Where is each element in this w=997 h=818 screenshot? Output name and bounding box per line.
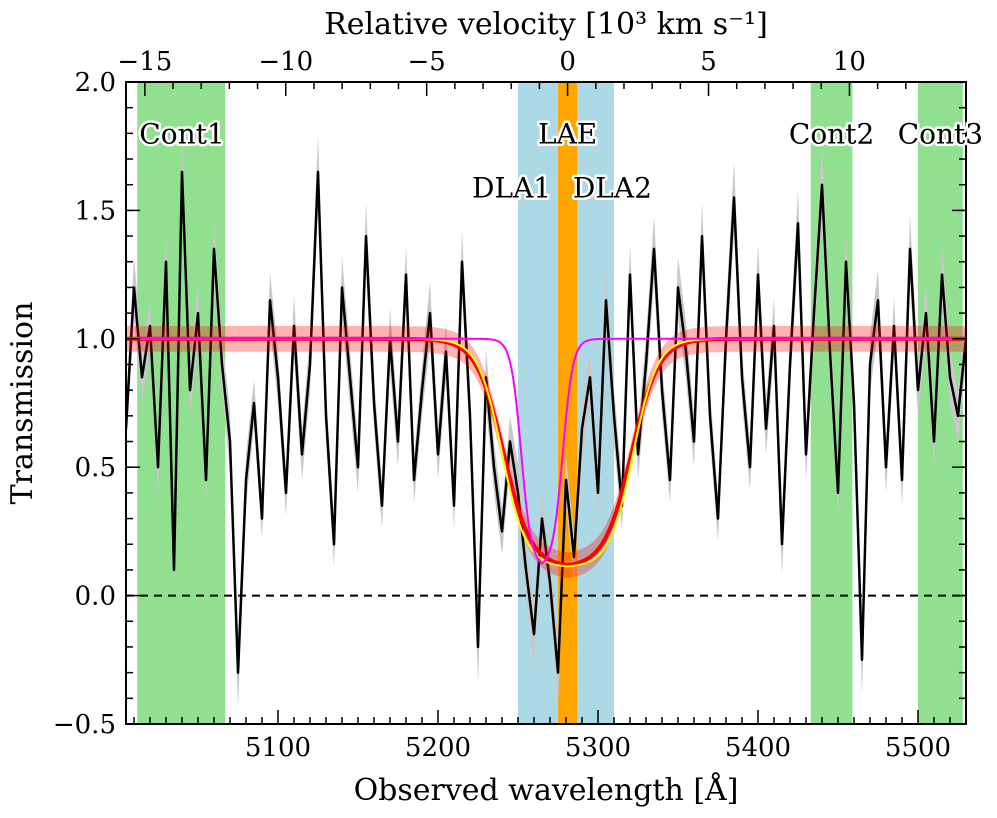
x-tick-label: 5500: [885, 733, 951, 763]
region-label-cont2: Cont2: [789, 118, 874, 151]
y-tick-label: 0.5: [75, 453, 116, 483]
x-axis-title: Observed wavelength [Å]: [354, 772, 739, 808]
model-curve-2: [126, 337, 966, 565]
plot-frame: [125, 81, 967, 725]
top-tick-label: −10: [258, 47, 313, 77]
y-tick-label: −0.5: [53, 710, 116, 740]
x-tick-label: 5200: [405, 733, 471, 763]
y-tick-label: 0.0: [75, 582, 116, 612]
x-tick-label: 5100: [245, 733, 311, 763]
region-label-cont3: Cont3: [898, 118, 983, 151]
region-labels: Cont1 LAE DLA1 DLA2 Cont2 Cont3: [137, 115, 986, 207]
model-curves-layer: [126, 325, 966, 579]
flux-series-line: [126, 170, 966, 674]
y-tick-label: 1.5: [75, 196, 116, 226]
region-label-cont1: Cont1: [139, 118, 224, 151]
region-label-dla1: DLA1: [472, 172, 551, 205]
flux-data-layer: [126, 170, 966, 674]
y-axis-title: Transmission: [5, 302, 40, 505]
top-axis-title: Relative velocity [10³ km s⁻¹]: [324, 7, 768, 42]
top-tick-label: −15: [117, 47, 172, 77]
top-tick-label: −5: [408, 47, 446, 77]
x-tick-label: 5300: [565, 733, 631, 763]
region-label-dla2: DLA2: [573, 172, 652, 205]
y-tick-label: 2.0: [75, 68, 116, 98]
top-tick-label: 0: [559, 47, 576, 77]
top-tick-label: 5: [700, 47, 717, 77]
shaded-regions: [137, 82, 963, 724]
x-tick-label: 5400: [725, 733, 791, 763]
y-tick-label: 1.0: [75, 325, 116, 355]
axis-ticks: 5100 5200 5300 5400 5500−0.50.00.51.01.52.0−…: [53, 47, 967, 763]
model-band-0: [126, 325, 966, 579]
top-tick-label: 10: [833, 47, 866, 77]
region-label-lae: LAE: [538, 118, 597, 151]
